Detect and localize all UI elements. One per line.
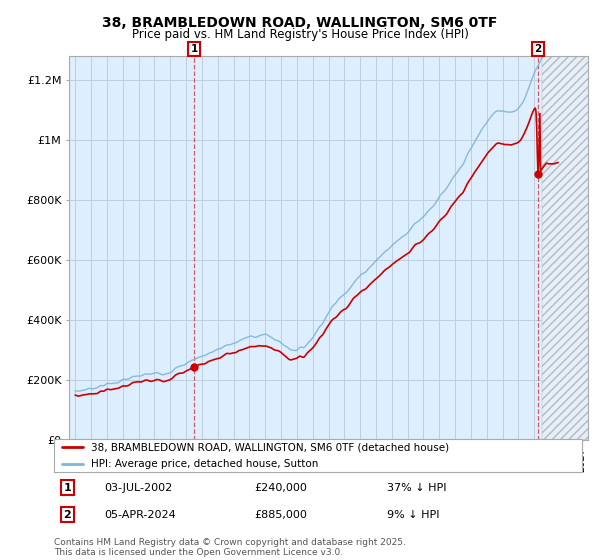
Text: 03-JUL-2002: 03-JUL-2002 (104, 483, 172, 493)
Bar (542, 56, 600, 440)
Text: Contains HM Land Registry data © Crown copyright and database right 2025.
This d: Contains HM Land Registry data © Crown c… (54, 538, 406, 557)
Text: 38, BRAMBLEDOWN ROAD, WALLINGTON, SM6 0TF (detached house): 38, BRAMBLEDOWN ROAD, WALLINGTON, SM6 0T… (91, 442, 449, 452)
Text: 9% ↓ HPI: 9% ↓ HPI (386, 510, 439, 520)
Text: £240,000: £240,000 (254, 483, 308, 493)
Text: 1: 1 (64, 483, 71, 493)
Text: 38, BRAMBLEDOWN ROAD, WALLINGTON, SM6 0TF: 38, BRAMBLEDOWN ROAD, WALLINGTON, SM6 0T… (103, 16, 497, 30)
Text: HPI: Average price, detached house, Sutton: HPI: Average price, detached house, Sutt… (91, 459, 319, 469)
Text: 37% ↓ HPI: 37% ↓ HPI (386, 483, 446, 493)
Text: £885,000: £885,000 (254, 510, 308, 520)
Text: 2: 2 (535, 44, 542, 54)
Text: Price paid vs. HM Land Registry's House Price Index (HPI): Price paid vs. HM Land Registry's House … (131, 28, 469, 41)
Text: 1: 1 (190, 44, 197, 54)
Text: 05-APR-2024: 05-APR-2024 (104, 510, 176, 520)
Text: 2: 2 (64, 510, 71, 520)
